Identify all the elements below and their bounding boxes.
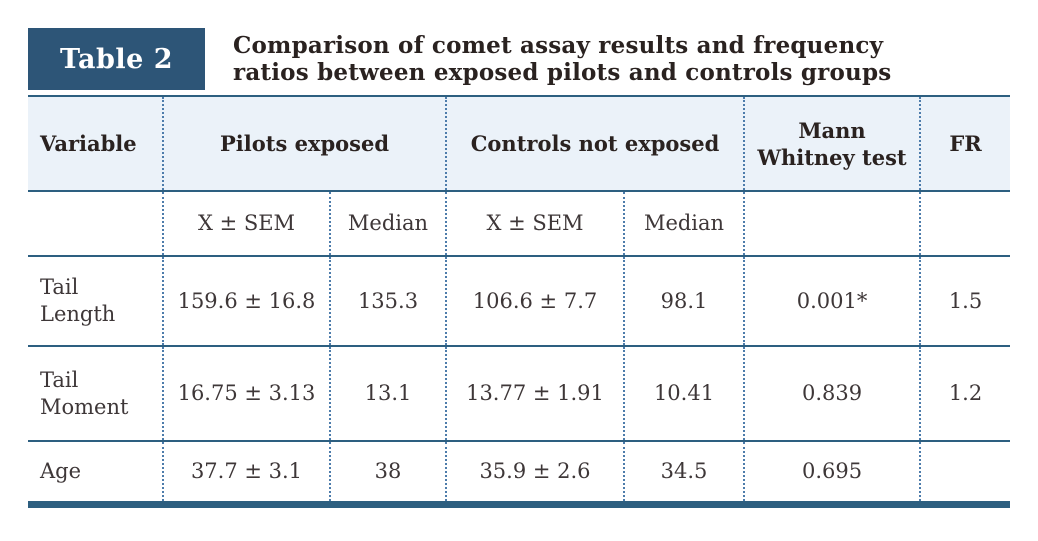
table-subheader-row: X ± SEM Median X ± SEM Median [28,191,1011,257]
cell-fr: 1.2 [919,346,1011,442]
cell-pilots-median: 13.1 [329,346,446,442]
cell-controls-median: 98.1 [622,256,745,347]
table-row-tail-moment: Tail Moment 16.75 ± 3.13 13.1 13.77 ± 1.… [28,346,1011,442]
cell-mann-whitney: 0.695 [743,441,921,508]
cell-variable: Age [28,441,163,508]
table-row-tail-length: Tail Length 159.6 ± 16.8 135.3 106.6 ± 7… [28,256,1011,347]
header-cell-fr: FR [919,96,1011,192]
figure-title: Comparison of comet assay results and fr… [233,32,892,86]
cell-pilots-x-sem: 16.75 ± 3.13 [162,346,330,442]
cell-pilots-x-sem: 37.7 ± 3.1 [162,441,330,508]
subheader-cell-pilots-x-sem: X ± SEM [162,191,330,257]
table-row-age: Age 37.7 ± 3.1 38 35.9 ± 2.6 34.5 0.695 [28,441,1011,508]
cell-pilots-x-sem: 159.6 ± 16.8 [162,256,330,347]
cell-pilots-median: 135.3 [329,256,446,347]
header-cell-variable: Variable [28,96,163,192]
subheader-cell-controls-median: Median [622,191,745,257]
subheader-cell-empty [28,191,163,257]
cell-controls-median: 34.5 [622,441,745,508]
table-header-row: Variable Pilots exposed Controls not exp… [28,96,1011,192]
cell-mann-whitney: 0.001* [743,256,921,347]
subheader-cell-mann-empty [743,191,921,257]
subheader-cell-controls-x-sem: X ± SEM [445,191,624,257]
cell-fr [919,441,1011,508]
cell-controls-x-sem: 106.6 ± 7.7 [445,256,624,347]
figure-header: Table 2 Comparison of comet assay result… [28,28,891,90]
subheader-cell-pilots-median: Median [329,191,446,257]
cell-variable: Tail Length [28,256,163,347]
header-cell-mann-whitney: Mann Whitney test [743,96,921,192]
table-number-badge: Table 2 [28,28,205,90]
cell-controls-median: 10.41 [622,346,745,442]
header-cell-controls-not-exposed: Controls not exposed [444,96,745,192]
cell-fr: 1.5 [919,256,1011,347]
cell-mann-whitney: 0.839 [743,346,921,442]
cell-controls-x-sem: 13.77 ± 1.91 [445,346,624,442]
cell-variable: Tail Moment [28,346,163,442]
subheader-cell-fr-empty [919,191,1011,257]
comparison-table: Variable Pilots exposed Controls not exp… [28,95,1011,508]
cell-pilots-median: 38 [329,441,446,508]
cell-controls-x-sem: 35.9 ± 2.6 [445,441,624,508]
header-cell-pilots-exposed: Pilots exposed [162,96,446,192]
